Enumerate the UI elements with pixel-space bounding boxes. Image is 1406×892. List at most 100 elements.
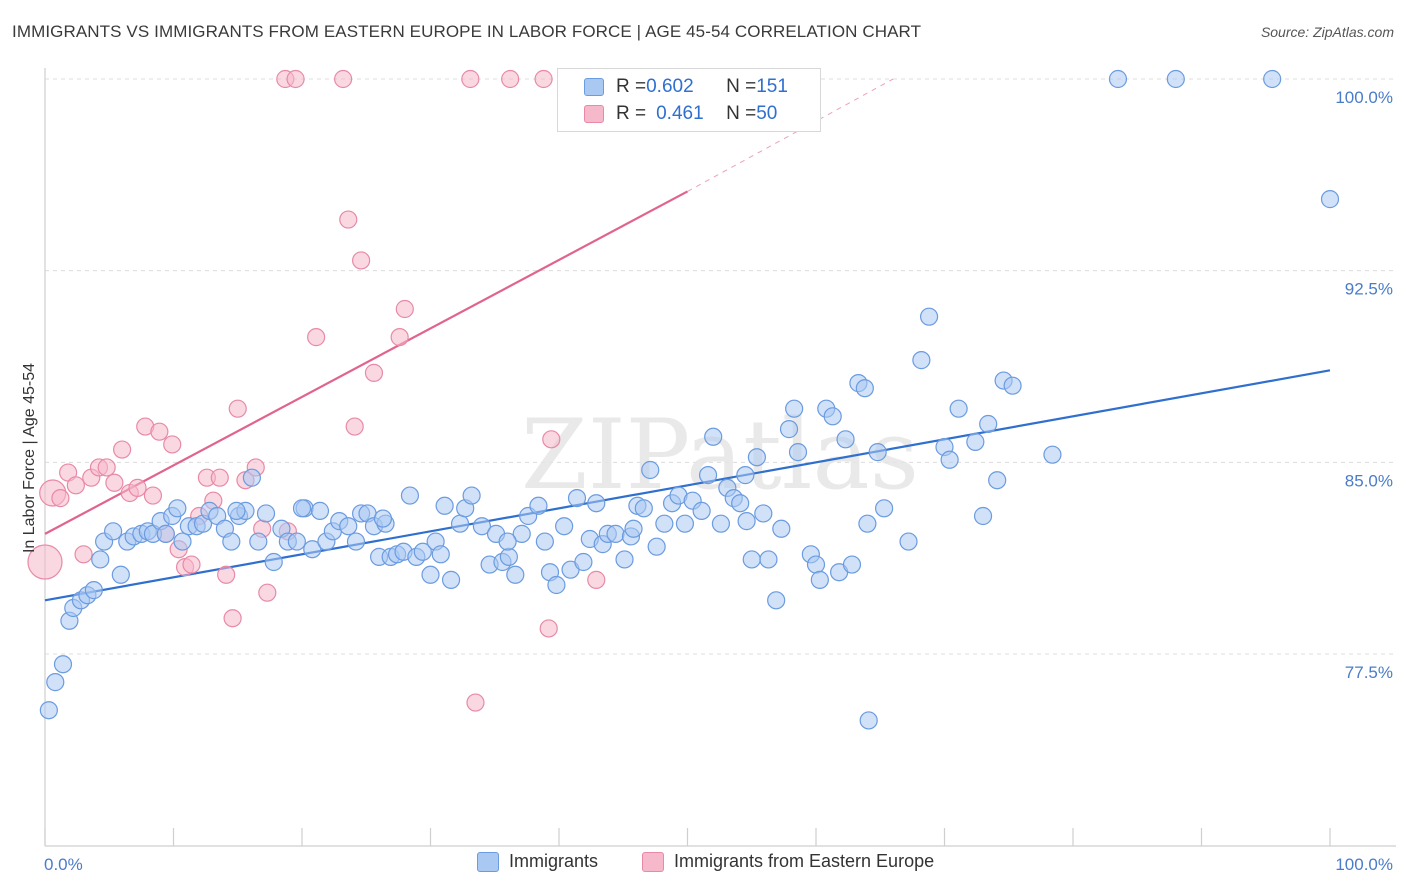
data-point-immigrants — [431, 545, 450, 564]
data-point-immigrants — [587, 494, 606, 513]
data-point-immigrants — [949, 399, 968, 418]
data-point-immigrants — [1043, 445, 1062, 464]
points-eastern-europe — [27, 69, 606, 712]
data-point-immigrants — [919, 307, 939, 326]
data-point-immigrants — [655, 514, 674, 533]
data-point-immigrants — [979, 414, 998, 434]
data-point-immigrants — [940, 450, 959, 469]
data-point-immigrants — [227, 501, 246, 520]
data-point-eastern-europe — [51, 489, 70, 508]
data-point-eastern-europe — [97, 458, 116, 477]
data-point-eastern-europe — [390, 328, 409, 347]
legend-swatch-blue — [584, 78, 604, 96]
data-point-immigrants — [737, 512, 756, 531]
data-point-immigrants — [346, 532, 366, 551]
points-immigrants — [39, 69, 1340, 730]
data-point-eastern-europe — [461, 69, 480, 89]
data-point-immigrants — [692, 501, 711, 520]
trend-line-immigrants — [44, 369, 1331, 602]
data-point-immigrants — [1263, 69, 1282, 89]
data-point-eastern-europe — [539, 619, 558, 638]
data-point-eastern-europe — [334, 69, 353, 89]
data-point-immigrants — [759, 550, 778, 569]
data-point-immigrants — [754, 504, 773, 523]
data-point-immigrants — [292, 499, 312, 518]
data-point-immigrants — [574, 552, 593, 572]
data-point-eastern-europe — [150, 422, 169, 441]
data-point-eastern-europe — [66, 476, 85, 495]
legend: R = 0.602 N = 151 R = 0.461 N = 50 — [557, 68, 821, 132]
data-point-immigrants — [441, 570, 461, 589]
y-tick-label: 100.0% — [1335, 88, 1393, 107]
data-point-immigrants — [535, 532, 554, 551]
data-point-immigrants — [104, 522, 123, 541]
data-point-immigrants — [842, 555, 862, 574]
source-label: Source: ZipAtlas.com — [1260, 24, 1394, 40]
data-point-immigrants — [634, 499, 653, 518]
legend-row-immigrants: R = 0.602 N = 151 — [558, 74, 788, 100]
data-point-immigrants — [1320, 190, 1340, 209]
legend-n-label: N = — [726, 76, 757, 97]
data-point-immigrants — [547, 575, 566, 595]
data-point-immigrants — [1003, 376, 1022, 395]
data-point-eastern-europe — [587, 570, 606, 589]
legend-n-value: 50 — [756, 103, 778, 124]
data-point-immigrants — [973, 506, 993, 526]
data-point-eastern-europe — [339, 210, 358, 229]
data-point-eastern-europe — [182, 555, 201, 574]
data-point-immigrants — [84, 581, 103, 600]
data-point-immigrants — [772, 519, 791, 538]
data-point-eastern-europe — [466, 693, 485, 712]
data-point-immigrants — [264, 552, 283, 572]
data-point-immigrants — [806, 555, 826, 574]
y-axis-title: In Labor Force | Age 45-54 — [21, 363, 38, 553]
data-point-immigrants — [988, 471, 1007, 490]
data-point-eastern-europe — [307, 328, 326, 347]
data-point-immigrants — [499, 547, 518, 566]
data-point-immigrants — [858, 514, 877, 533]
data-point-eastern-europe — [105, 473, 124, 492]
data-point-eastern-europe — [228, 399, 247, 418]
legend-r-label: R = — [616, 76, 647, 97]
bottom-legend-swatch-pink — [642, 851, 664, 872]
data-point-eastern-europe — [345, 417, 364, 436]
y-tick-label: 92.5% — [1345, 280, 1393, 299]
data-point-immigrants — [606, 524, 625, 543]
legend-row-eastern-europe: R = 0.461 N = 50 — [558, 101, 777, 127]
data-point-eastern-europe — [163, 435, 182, 454]
data-point-immigrants — [256, 504, 276, 523]
data-point-immigrants — [53, 655, 73, 674]
tick-labels: 77.5% 85.0% 92.5% 100.0% 0.0% 100.0% — [44, 88, 1393, 874]
data-point-eastern-europe — [128, 478, 147, 497]
data-point-immigrants — [779, 420, 799, 439]
data-point-immigrants — [1166, 69, 1185, 89]
data-point-immigrants — [435, 496, 454, 515]
data-point-eastern-europe — [223, 609, 242, 628]
bottom-legend-label: Immigrants — [509, 851, 599, 871]
data-point-immigrants — [1108, 69, 1128, 89]
data-point-immigrants — [111, 565, 130, 584]
data-point-immigrants — [413, 542, 432, 561]
data-point-eastern-europe — [27, 544, 63, 580]
data-point-immigrants — [742, 550, 761, 569]
data-point-immigrants — [767, 591, 786, 610]
data-point-eastern-europe — [501, 69, 520, 89]
data-point-immigrants — [450, 514, 470, 533]
legend-n-label: N = — [726, 103, 757, 124]
data-point-eastern-europe — [352, 251, 371, 270]
data-point-immigrants — [647, 537, 666, 556]
data-point-immigrants — [912, 351, 931, 370]
gridlines — [45, 78, 1396, 655]
data-point-immigrants — [512, 524, 531, 543]
data-point-immigrants — [711, 514, 731, 533]
data-point-immigrants — [249, 532, 268, 551]
chart-title: IMMIGRANTS VS IMMIGRANTS FROM EASTERN EU… — [12, 22, 922, 41]
data-point-eastern-europe — [286, 69, 305, 89]
trend-lines — [44, 78, 1331, 602]
data-point-eastern-europe — [143, 486, 163, 505]
data-point-immigrants — [242, 468, 261, 487]
legend-n-value: 151 — [756, 76, 788, 97]
bottom-legend-swatch-blue — [477, 851, 499, 872]
data-point-immigrants — [788, 443, 808, 462]
